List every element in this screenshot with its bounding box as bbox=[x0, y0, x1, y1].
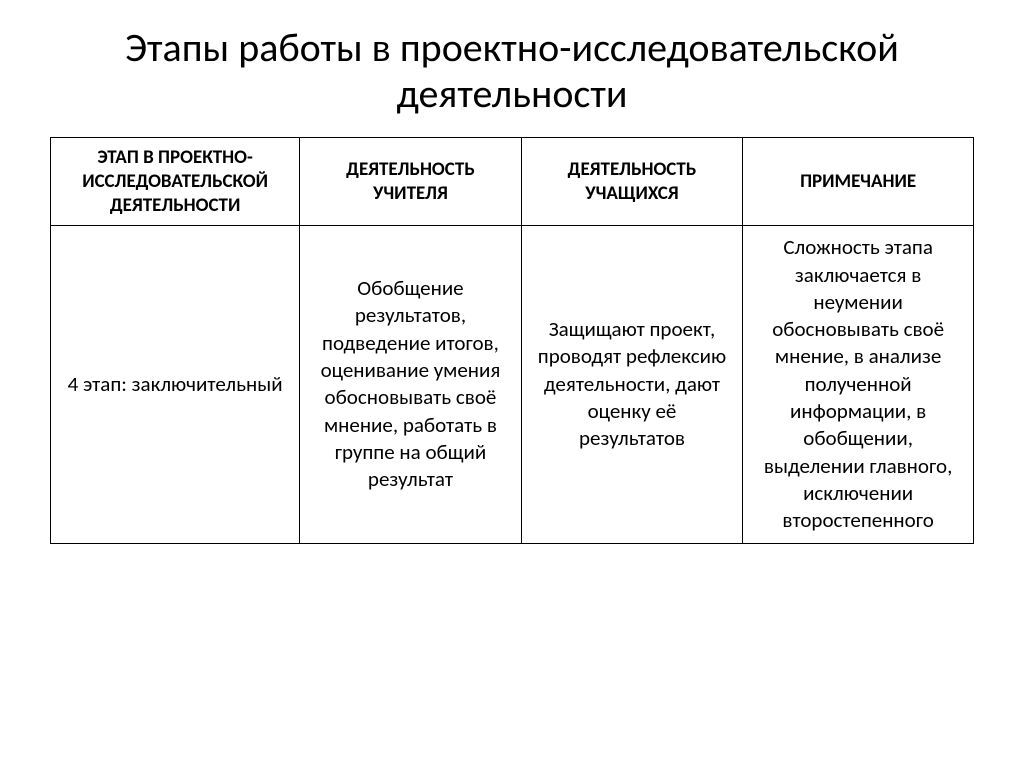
header-stage: ЭТАП В ПРОЕКТНО-ИССЛЕДОВАТЕЛЬСКОЙ ДЕЯТЕЛ… bbox=[51, 138, 300, 226]
header-teacher: ДЕЯТЕЛЬНОСТЬ УЧИТЕЛЯ bbox=[300, 138, 522, 226]
cell-teacher: Обобщение результатов, подведение итогов… bbox=[300, 226, 522, 543]
table-row: 4 этап: заключительный Обобщение результ… bbox=[51, 226, 974, 543]
stages-table: ЭТАП В ПРОЕКТНО-ИССЛЕДОВАТЕЛЬСКОЙ ДЕЯТЕЛ… bbox=[50, 137, 974, 544]
cell-students: Защищают проект, проводят рефлексию деят… bbox=[521, 226, 743, 543]
cell-note: Сложность этапа заключается в неумении о… bbox=[743, 226, 974, 543]
header-note: ПРИМЕЧАНИЕ bbox=[743, 138, 974, 226]
header-students: ДЕЯТЕЛЬНОСТЬ УЧАЩИХСЯ bbox=[521, 138, 743, 226]
cell-stage: 4 этап: заключительный bbox=[51, 226, 300, 543]
page-title: Этапы работы в проектно-исследовательско… bbox=[50, 25, 974, 117]
table-header-row: ЭТАП В ПРОЕКТНО-ИССЛЕДОВАТЕЛЬСКОЙ ДЕЯТЕЛ… bbox=[51, 138, 974, 226]
